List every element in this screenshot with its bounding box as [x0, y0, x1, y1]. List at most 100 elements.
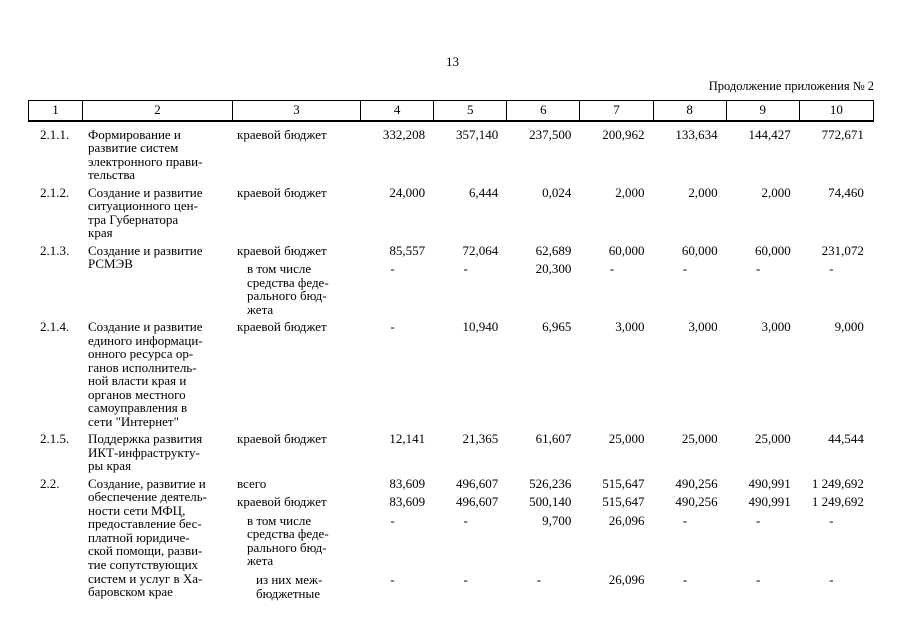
row-title: Создание и развитие единого информаци- о… [88, 319, 203, 429]
value-cell: - [390, 319, 395, 335]
value-cell: 26,096 [608, 571, 645, 587]
funding-subrow: краевой бюджет 24,000 6,444 0,024 2,000 2,000… [232, 186, 874, 200]
funding-subrow: краевой бюджет - 10,940 6,965 3,000 3,000 3,00… [232, 320, 874, 334]
value-cell: 1 249,692 [811, 494, 864, 510]
value-cell: 496,607 [456, 494, 499, 510]
value-cell: - [682, 261, 688, 277]
row-number: 2.1.3. [40, 242, 70, 258]
funding-source-label: в том числе средства феде- рального бюд-… [247, 512, 329, 569]
funding-source-label: краевой бюджет [237, 242, 327, 258]
table-row: 2.1.5. Поддержка развития ИКТ-инфраструкт… [28, 432, 874, 473]
value-cell: 200,962 [602, 126, 645, 142]
funding-subrow: в том числе средства феде- рального бюд-… [232, 514, 874, 568]
row-values: всего 83,609 496,607 526,236 515,647 490,256 4… [232, 477, 874, 600]
header-cell-col-10: 10 [829, 102, 843, 117]
value-cell: 72,064 [462, 242, 499, 258]
value-cell: 74,460 [828, 184, 864, 200]
value-cell: 60,000 [681, 242, 718, 258]
value-cell: 3,000 [615, 319, 645, 335]
funding-subrow: краевой бюджет 12,141 21,365 61,607 25,000 25… [232, 432, 874, 446]
value-cell: 62,689 [535, 242, 572, 258]
funding-source-label: в том числе средства феде- рального бюд-… [247, 261, 329, 317]
value-cell: 144,427 [748, 126, 791, 142]
value-cell: 26,096 [608, 512, 645, 528]
header-cell-col-2: 2 [83, 101, 233, 120]
funding-subrow: из них меж- бюджетные - - - 26,096 - - - [232, 573, 874, 600]
funding-subrow: краевой бюджет 332,208 357,140 237,500 200,9… [232, 126, 874, 142]
row-number: 2.1.4. [40, 319, 70, 335]
row-number: 2.2. [40, 475, 60, 491]
value-cell: 83,609 [389, 475, 426, 491]
value-cell: 357,140 [456, 126, 499, 142]
value-cell: 85,557 [389, 242, 426, 258]
value-cell: 332,208 [382, 126, 426, 142]
header-cell-col-1: 1 [29, 101, 83, 120]
value-cell: 2,000 [615, 184, 645, 200]
table-body: 2.1.1. Формирование и развитие систем эле… [28, 122, 874, 601]
value-cell: 83,609 [389, 494, 426, 510]
value-cell: 490,991 [748, 475, 791, 491]
value-cell: 515,647 [602, 494, 645, 510]
value-cell: 490,991 [748, 494, 791, 510]
funding-source-label: всего [237, 475, 267, 491]
value-cell: - [682, 512, 688, 528]
value-cell: 496,607 [456, 475, 499, 491]
funding-source-label: краевой бюджет [237, 431, 327, 447]
value-cell: 20,300 [535, 261, 572, 277]
funding-source-label: краевой бюджет [237, 126, 327, 142]
row-title: Создание, развитие и обеспечение деятель… [88, 475, 208, 600]
funding-source-label: краевой бюджет [237, 494, 327, 510]
table-row: 2.1.4. Создание и развитие единого информ… [28, 320, 874, 428]
row-title: Создание и развитие ситуационного цен- т… [88, 184, 203, 241]
funding-subrow: краевой бюджет 83,609 496,607 500,140 515,64… [232, 495, 874, 509]
funding-source-label: краевой бюджет [237, 319, 327, 335]
value-cell: 2,000 [688, 184, 718, 200]
value-cell: - [463, 512, 468, 528]
value-cell: - [682, 571, 688, 587]
row-values: краевой бюджет 332,208 357,140 237,500 200,9… [232, 126, 874, 142]
value-cell: - [390, 571, 395, 587]
page-number: 13 [446, 54, 459, 69]
funding-source-label: из них меж- бюджетные [256, 571, 323, 601]
row-title: Поддержка развития ИКТ-инфраструкту- ры … [88, 431, 203, 474]
value-cell: 237,500 [529, 126, 572, 142]
value-cell: - [829, 571, 834, 587]
value-cell: 1 249,692 [811, 475, 864, 491]
value-cell: 21,365 [462, 431, 499, 447]
value-cell: 12,141 [389, 431, 426, 447]
value-cell: 9,000 [834, 319, 864, 335]
value-cell: 500,140 [529, 494, 572, 510]
table-row: 2.2. Создание, развитие и обеспечение дея… [28, 477, 874, 600]
value-cell: 772,671 [821, 126, 864, 142]
value-cell: 490,256 [675, 475, 718, 491]
value-cell: - [390, 261, 395, 277]
row-number: 2.1.5. [40, 431, 70, 447]
header-cell-col-8: 8 [654, 101, 727, 120]
funding-subrow: в том числе средства феде- рального бюд-… [232, 262, 874, 316]
row-number: 2.1.1. [40, 126, 70, 142]
value-cell: 25,000 [681, 431, 718, 447]
value-cell: 10,940 [462, 319, 499, 335]
value-cell: 6,444 [469, 184, 499, 200]
row-values: краевой бюджет 12,141 21,365 61,607 25,000 25… [232, 432, 874, 446]
value-cell: 61,607 [535, 431, 572, 447]
value-cell: - [829, 261, 834, 277]
appendix-continuation-label: Продолжение приложения № 2 [708, 79, 874, 93]
funding-source-label: краевой бюджет [237, 184, 327, 200]
value-cell: - [829, 512, 834, 528]
value-cell: 2,000 [761, 184, 791, 200]
header-cell-col-5: 5 [434, 101, 508, 120]
row-values: краевой бюджет 24,000 6,444 0,024 2,000 2,000… [232, 186, 874, 200]
value-cell: - [463, 571, 468, 587]
row-values: краевой бюджет - 10,940 6,965 3,000 3,000 3,00… [232, 320, 874, 334]
value-cell: 0,024 [542, 184, 572, 200]
value-cell: 515,647 [602, 475, 645, 491]
value-cell: 60,000 [608, 242, 645, 258]
value-cell: 60,000 [755, 242, 791, 258]
row-title: Создание и развитие РСМЭВ [88, 242, 203, 272]
value-cell: 133,634 [675, 126, 718, 142]
table-row: 2.1.1. Формирование и развитие систем эле… [28, 126, 874, 183]
value-cell: 24,000 [389, 184, 426, 200]
value-cell: 25,000 [755, 431, 791, 447]
row-title: Формирование и развитие систем электронн… [88, 126, 203, 183]
